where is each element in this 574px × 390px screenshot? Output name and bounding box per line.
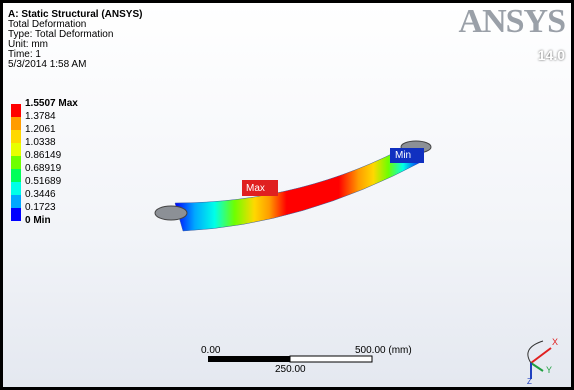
model-view <box>3 3 571 387</box>
min-label: Min <box>395 151 411 161</box>
triad-y: Y <box>546 365 552 375</box>
triad-x: X <box>552 337 558 347</box>
scale-bar <box>208 356 290 362</box>
roller <box>155 206 187 220</box>
triad-z: Z <box>527 377 532 387</box>
scale-bar <box>290 356 372 362</box>
max-label: Max <box>246 184 265 194</box>
scale-end: 500.00 (mm) <box>355 346 412 356</box>
beam <box>175 143 423 231</box>
viewport: A: Static Structural (ANSYS) Total Defor… <box>0 0 574 390</box>
scale-start: 0.00 <box>201 346 220 356</box>
scale-middle: 250.00 <box>275 365 306 375</box>
